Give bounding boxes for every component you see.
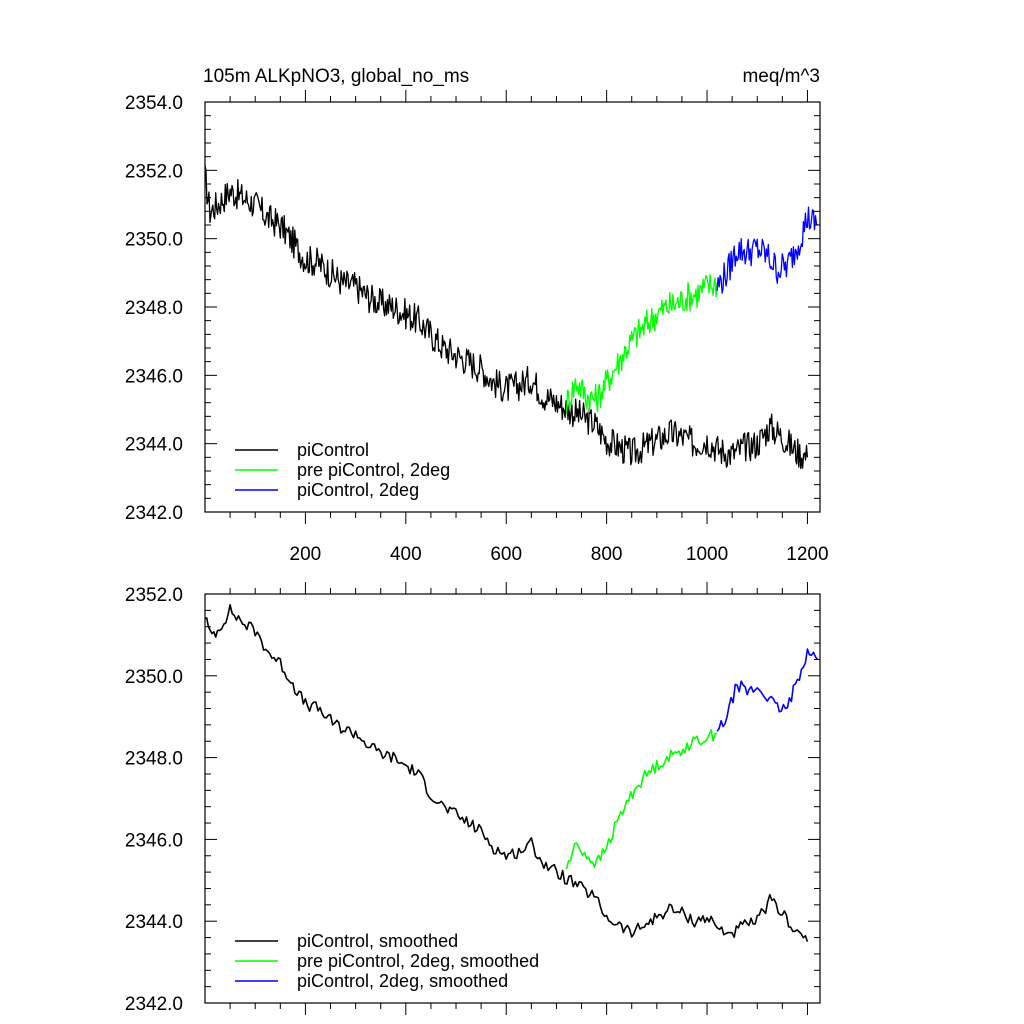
plot-frame bbox=[204, 593, 821, 1004]
figure-units: meq/m^3 bbox=[742, 66, 820, 87]
legend-label: pre piControl, 2deg, smoothed bbox=[297, 951, 539, 971]
x-tick-label: 200 bbox=[290, 544, 322, 565]
series-line bbox=[204, 603, 809, 942]
top-panel: 2342.0 2344.0 2346.0 2348.0 2350.0 2352.0 2354… bbox=[125, 90, 829, 565]
y-tick-label: 2352.0 bbox=[125, 161, 183, 182]
x-tick-label: 600 bbox=[490, 544, 522, 565]
bottom-panel: 2342.0 2344.0 2346.0 2348.0 2350.0 2352.0 piCo… bbox=[125, 582, 821, 1015]
y-tick-label: 2348.0 bbox=[125, 298, 183, 319]
y-tick-label: 2354.0 bbox=[125, 93, 183, 114]
series-line bbox=[565, 728, 718, 870]
series-line bbox=[204, 165, 809, 470]
x-tick-label: 1200 bbox=[786, 544, 828, 565]
legend-label: piControl bbox=[297, 440, 369, 460]
y-tick-label: 2342.0 bbox=[125, 994, 183, 1015]
series-line bbox=[716, 648, 819, 732]
series-line bbox=[716, 206, 818, 294]
y-tick-label: 2346.0 bbox=[125, 366, 183, 387]
y-tick-label: 2342.0 bbox=[125, 503, 183, 524]
x-tick-label: 800 bbox=[591, 544, 623, 565]
figure-title: 105m ALKpNO3, global_no_ms bbox=[203, 66, 469, 87]
y-tick-label: 2350.0 bbox=[125, 667, 183, 688]
y-tick-label: 2348.0 bbox=[125, 749, 183, 770]
x-tick-label: 1000 bbox=[686, 544, 728, 565]
y-tick-label: 2350.0 bbox=[125, 230, 183, 251]
x-tick-label: 400 bbox=[390, 544, 422, 565]
y-tick-label: 2352.0 bbox=[125, 585, 183, 606]
y-tick-label: 2344.0 bbox=[125, 912, 183, 933]
y-tick-label: 2344.0 bbox=[125, 435, 183, 456]
legend-label: piControl, 2deg, smoothed bbox=[297, 971, 508, 991]
legend-label: piControl, 2deg bbox=[297, 480, 419, 500]
legend-label: pre piControl, 2deg bbox=[297, 460, 450, 480]
series-line bbox=[565, 273, 718, 415]
y-tick-label: 2346.0 bbox=[125, 830, 183, 851]
legend-label: piControl, smoothed bbox=[297, 931, 458, 951]
